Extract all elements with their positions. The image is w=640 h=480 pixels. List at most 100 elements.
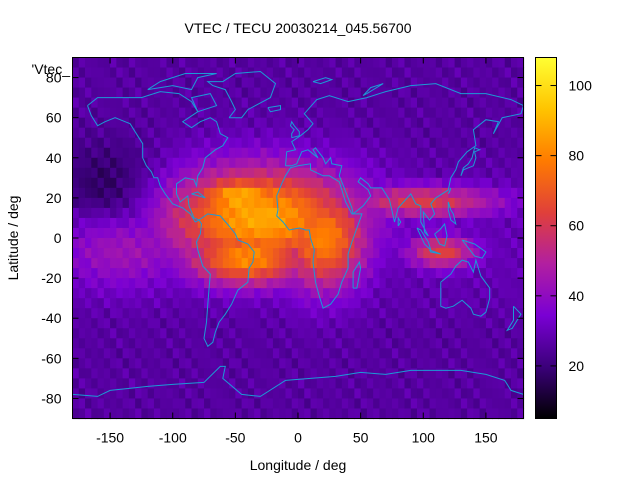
heatmap-cell bbox=[141, 388, 149, 400]
heatmap-cell bbox=[448, 77, 456, 89]
heatmap-cell bbox=[285, 398, 293, 410]
heatmap-cell bbox=[166, 368, 174, 379]
heatmap-cell bbox=[404, 117, 412, 129]
heatmap-cell bbox=[423, 167, 431, 179]
heatmap-cell bbox=[116, 187, 124, 199]
heatmap-cell bbox=[279, 57, 287, 69]
heatmap-cell bbox=[366, 217, 374, 229]
heatmap-cell bbox=[166, 338, 174, 349]
heatmap-cell bbox=[204, 388, 211, 400]
heatmap-cell bbox=[285, 177, 293, 189]
heatmap-cell bbox=[373, 348, 381, 359]
heatmap-cell bbox=[128, 298, 136, 309]
heatmap-cell bbox=[510, 238, 518, 249]
heatmap-cell bbox=[341, 227, 349, 239]
heatmap-cell bbox=[360, 328, 368, 339]
heatmap-cell bbox=[210, 378, 218, 390]
heatmap-cell bbox=[97, 318, 105, 329]
heatmap-cell bbox=[254, 318, 262, 329]
heatmap-cell bbox=[329, 248, 337, 259]
heatmap-cell bbox=[204, 288, 211, 299]
heatmap-cell bbox=[279, 248, 287, 259]
heatmap-cell bbox=[341, 107, 349, 119]
heatmap-cell bbox=[460, 368, 468, 379]
heatmap-cell bbox=[272, 338, 280, 349]
heatmap-cell bbox=[423, 318, 431, 329]
heatmap-cell bbox=[517, 318, 525, 329]
heatmap-cell bbox=[442, 207, 449, 219]
heatmap-cell bbox=[235, 298, 243, 309]
heatmap-cell bbox=[166, 167, 174, 179]
heatmap-cell bbox=[360, 248, 368, 259]
heatmap-cell bbox=[498, 197, 506, 209]
heatmap-cell bbox=[191, 338, 199, 349]
heatmap-cell bbox=[191, 318, 199, 329]
coastline-segment bbox=[276, 163, 363, 309]
heatmap-cell bbox=[398, 147, 406, 159]
heatmap-cell bbox=[247, 358, 255, 369]
heatmap-cell bbox=[391, 67, 399, 79]
heatmap-cell bbox=[147, 67, 155, 79]
heatmap-cell bbox=[473, 227, 481, 239]
heatmap-cell bbox=[348, 288, 355, 299]
heatmap-cell bbox=[298, 97, 305, 109]
chart-title: VTEC / TECU 20030214_045.56700 bbox=[184, 20, 411, 36]
heatmap-cell bbox=[454, 278, 462, 289]
heatmap-cell bbox=[191, 57, 199, 69]
heatmap-cell bbox=[298, 398, 305, 410]
heatmap-cell bbox=[216, 67, 224, 79]
heatmap-cell bbox=[310, 57, 318, 69]
heatmap-cell bbox=[260, 227, 268, 239]
heatmap-cell bbox=[147, 408, 155, 420]
heatmap-cell bbox=[78, 197, 86, 209]
heatmap-cell bbox=[204, 328, 211, 339]
heatmap-cell bbox=[498, 167, 506, 179]
heatmap-cell bbox=[279, 127, 287, 139]
heatmap-cell bbox=[379, 338, 387, 349]
heatmap-cell bbox=[304, 137, 312, 149]
heatmap-cell bbox=[398, 388, 406, 400]
heatmap-cell bbox=[291, 157, 299, 169]
heatmap-cell bbox=[210, 97, 218, 109]
heatmap-cell bbox=[260, 298, 268, 309]
heatmap-cell bbox=[254, 398, 262, 410]
heatmap-cell bbox=[166, 238, 174, 249]
heatmap-cell bbox=[197, 278, 205, 289]
x-tick-label: 0 bbox=[294, 430, 302, 446]
heatmap-cell bbox=[222, 107, 230, 119]
heatmap-cell bbox=[197, 288, 205, 299]
heatmap-cell bbox=[379, 57, 387, 69]
heatmap-cell bbox=[204, 167, 211, 179]
heatmap-cell bbox=[329, 318, 337, 329]
heatmap-cell bbox=[385, 67, 393, 79]
heatmap-cell bbox=[191, 388, 199, 400]
heatmap-cell bbox=[235, 278, 243, 289]
heatmap-cell bbox=[417, 298, 424, 309]
heatmap-cell bbox=[185, 67, 193, 79]
heatmap-cell bbox=[116, 338, 124, 349]
heatmap-cell bbox=[429, 137, 437, 149]
heatmap-cell bbox=[329, 238, 337, 249]
heatmap-cell bbox=[404, 207, 412, 219]
heatmap-cell bbox=[417, 197, 424, 209]
heatmap-cell bbox=[122, 248, 130, 259]
heatmap-cell bbox=[141, 107, 149, 119]
heatmap-cell bbox=[160, 328, 168, 339]
heatmap-cell bbox=[254, 67, 262, 79]
heatmap-cell bbox=[160, 398, 168, 410]
heatmap-cell bbox=[341, 57, 349, 69]
heatmap-cell bbox=[222, 388, 230, 400]
heatmap-cell bbox=[398, 87, 406, 99]
heatmap-cell bbox=[266, 227, 274, 239]
heatmap-cell bbox=[116, 147, 124, 159]
heatmap-cell bbox=[97, 338, 105, 349]
heatmap-cell bbox=[97, 137, 105, 149]
heatmap-cell bbox=[141, 117, 149, 129]
heatmap-cell bbox=[147, 328, 155, 339]
heatmap-cell bbox=[310, 368, 318, 379]
heatmap-cell bbox=[373, 408, 381, 420]
heatmap-cell bbox=[417, 77, 424, 89]
heatmap-cell bbox=[335, 308, 343, 319]
heatmap-cell bbox=[91, 368, 99, 379]
heatmap-cell bbox=[128, 77, 136, 89]
